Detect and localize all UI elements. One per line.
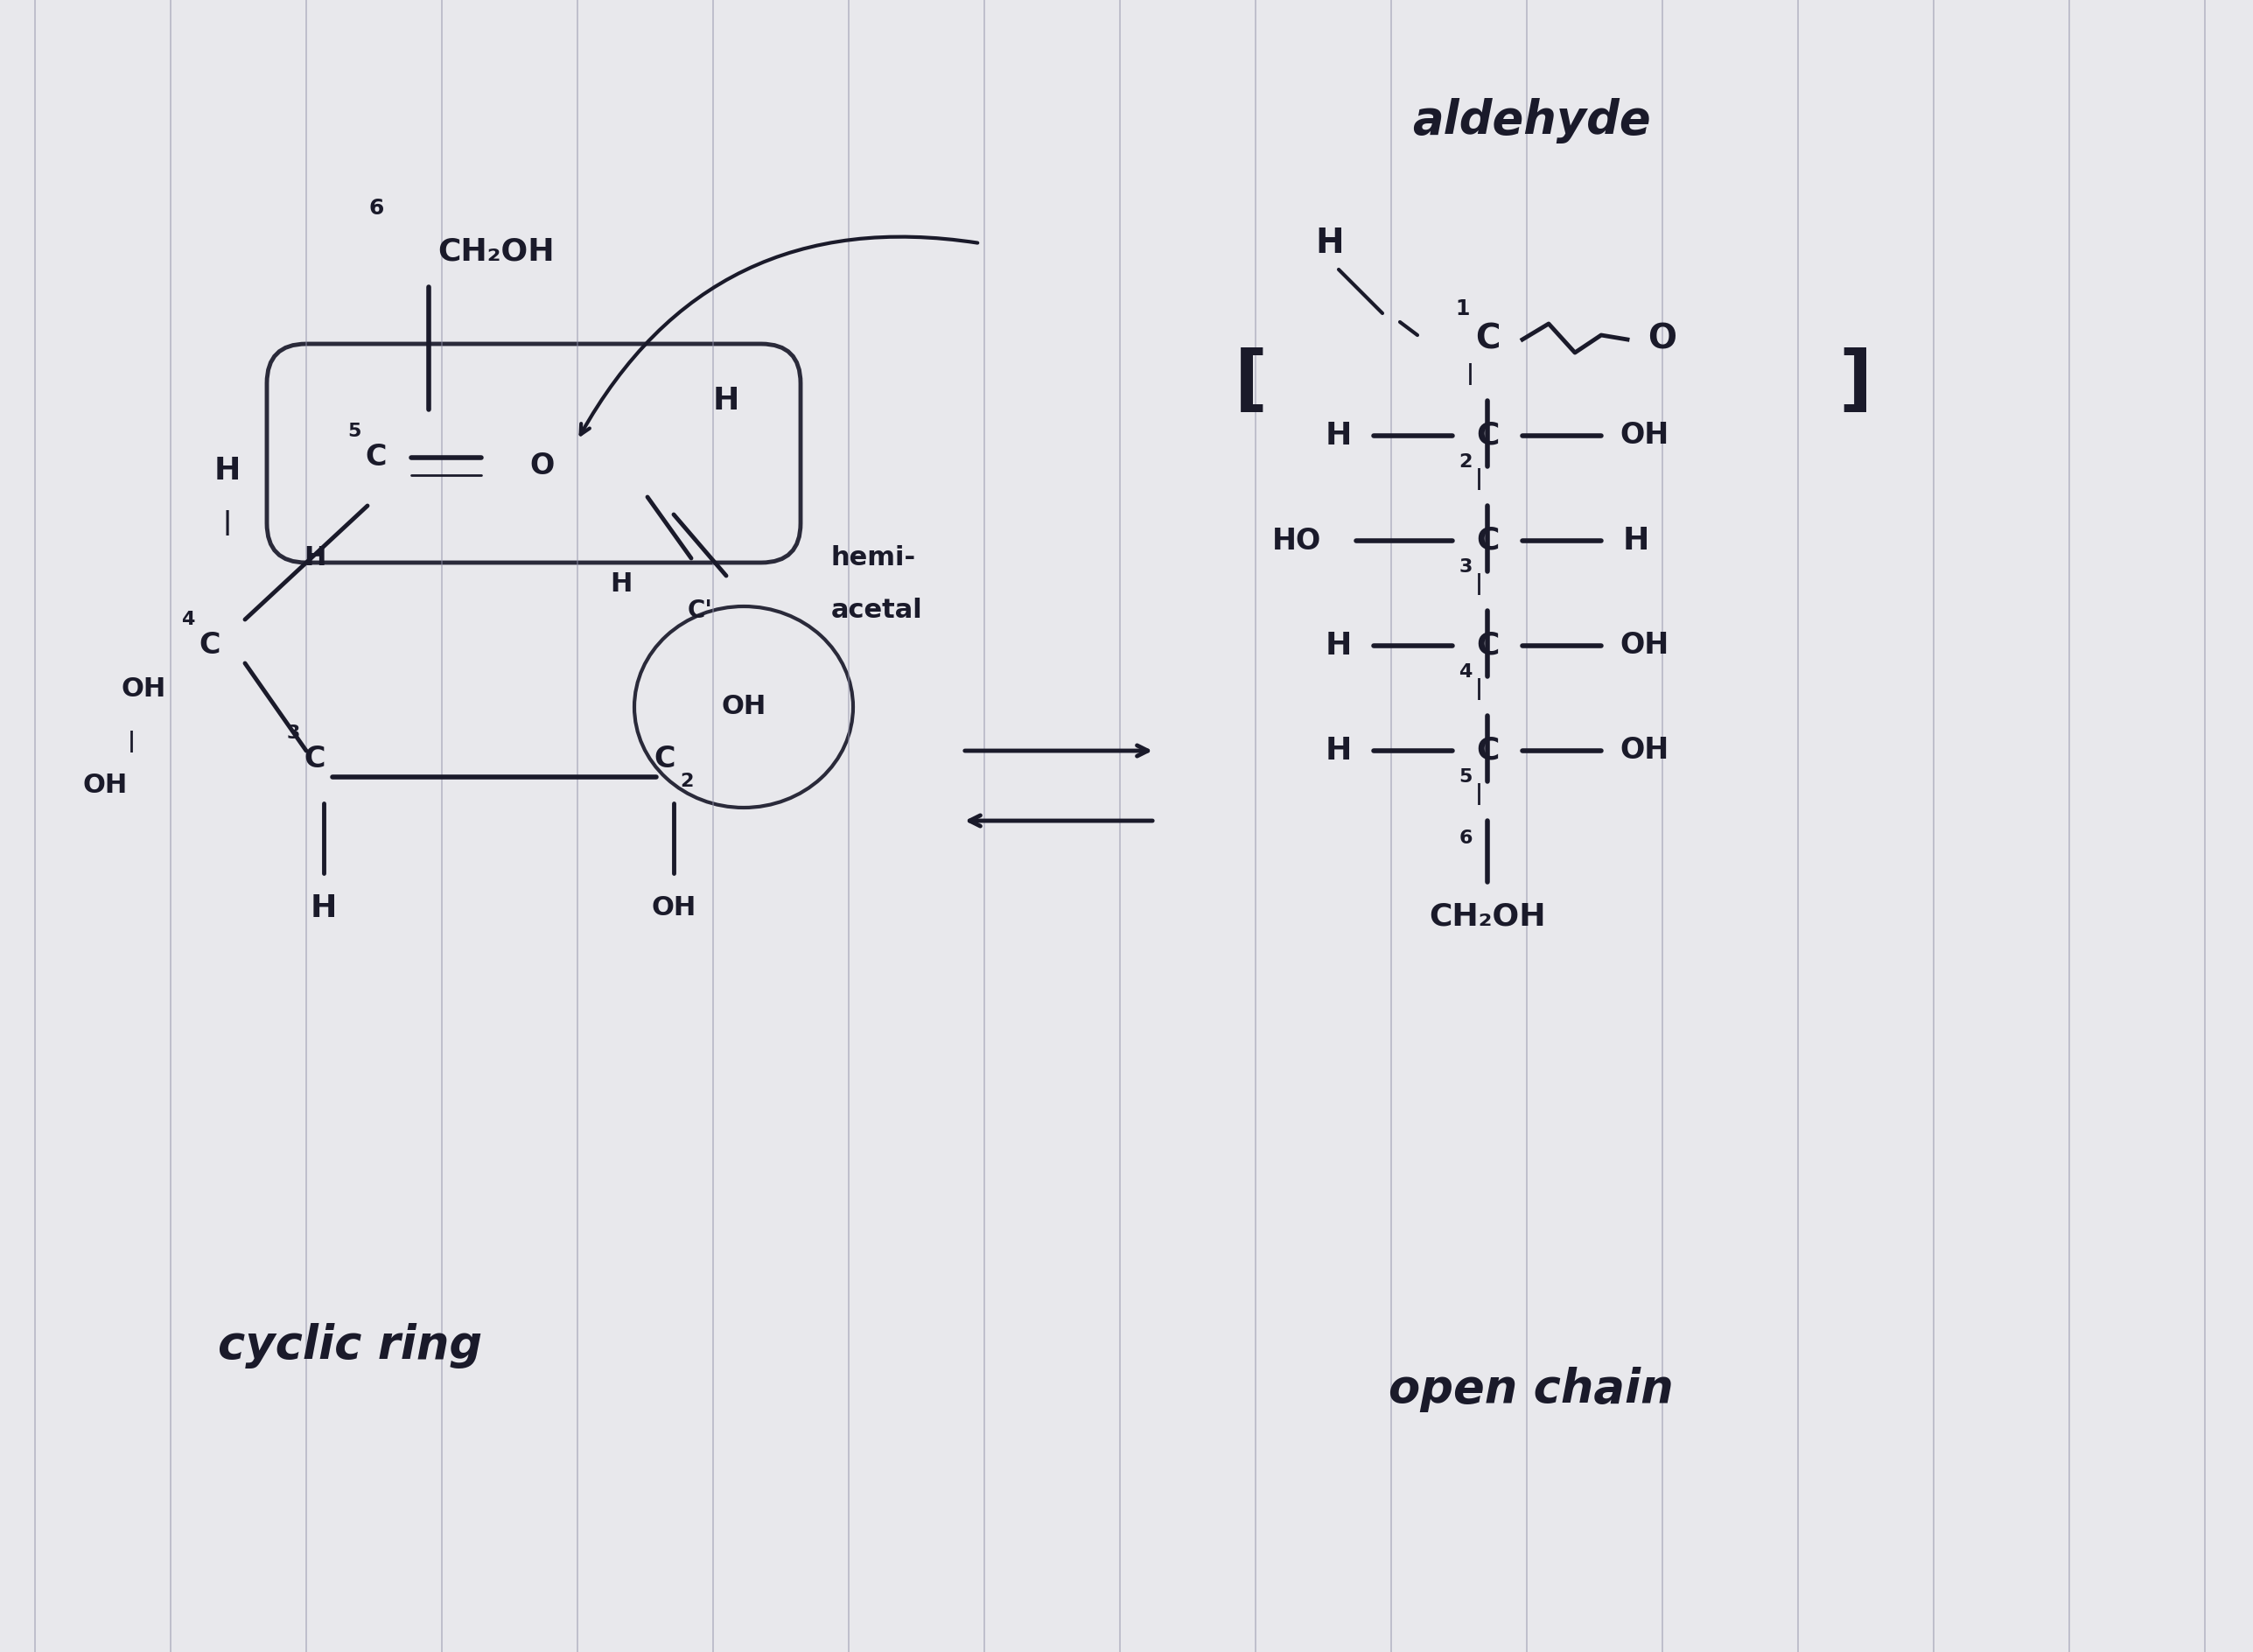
Text: OH: OH xyxy=(1620,631,1669,661)
Text: [: [ xyxy=(1235,349,1268,418)
Text: |: | xyxy=(1476,679,1482,700)
Text: OH: OH xyxy=(122,677,167,702)
Text: O: O xyxy=(1647,322,1676,357)
Text: C: C xyxy=(1476,631,1498,661)
Text: H: H xyxy=(214,456,241,486)
Text: H: H xyxy=(712,387,739,416)
Text: C': C' xyxy=(687,598,712,623)
Text: OH: OH xyxy=(1620,737,1669,765)
Text: H: H xyxy=(304,545,327,572)
Text: |: | xyxy=(1476,573,1482,595)
Text: H: H xyxy=(1316,226,1345,259)
Text: OH: OH xyxy=(1620,421,1669,451)
Text: ]: ] xyxy=(1838,349,1872,418)
Text: 1: 1 xyxy=(1455,299,1469,319)
Text: 2: 2 xyxy=(680,773,694,790)
Text: H: H xyxy=(1325,421,1352,451)
Text: |: | xyxy=(1476,783,1482,806)
Text: 5: 5 xyxy=(1460,768,1471,786)
Text: O: O xyxy=(529,453,554,481)
Text: 6: 6 xyxy=(1458,829,1471,847)
Text: C: C xyxy=(1476,525,1498,555)
Text: OH: OH xyxy=(651,895,696,920)
Text: acetal: acetal xyxy=(831,598,924,623)
Text: 4: 4 xyxy=(182,611,194,628)
Text: HO: HO xyxy=(1273,527,1320,555)
Text: C: C xyxy=(304,745,327,773)
Text: C: C xyxy=(1476,735,1498,765)
Text: CH₂OH: CH₂OH xyxy=(1428,902,1546,932)
Text: aldehyde: aldehyde xyxy=(1413,97,1651,144)
Text: 6: 6 xyxy=(369,198,383,218)
Text: |: | xyxy=(1476,469,1482,491)
Text: |: | xyxy=(223,510,232,535)
Text: |: | xyxy=(128,732,135,753)
Text: H: H xyxy=(311,894,338,923)
Text: C: C xyxy=(365,443,388,472)
Text: open chain: open chain xyxy=(1388,1366,1674,1412)
Text: H: H xyxy=(611,572,633,596)
Text: 4: 4 xyxy=(1460,662,1471,681)
Text: OH: OH xyxy=(83,773,128,798)
Text: C: C xyxy=(653,745,676,773)
Text: |: | xyxy=(1467,363,1473,385)
Text: H: H xyxy=(1622,525,1649,555)
Text: 2: 2 xyxy=(1460,453,1471,471)
Text: hemi-: hemi- xyxy=(831,545,917,572)
Text: cyclic ring: cyclic ring xyxy=(219,1323,482,1368)
Text: CH₂OH: CH₂OH xyxy=(437,238,554,268)
Text: C: C xyxy=(198,631,221,661)
Text: 3: 3 xyxy=(286,725,300,742)
Text: 3: 3 xyxy=(1460,558,1471,577)
Text: H: H xyxy=(1325,631,1352,661)
Text: 5: 5 xyxy=(347,423,360,439)
Text: C: C xyxy=(1476,322,1500,357)
Text: C: C xyxy=(1476,421,1498,451)
Text: OH: OH xyxy=(721,694,766,720)
Text: H: H xyxy=(1325,735,1352,765)
